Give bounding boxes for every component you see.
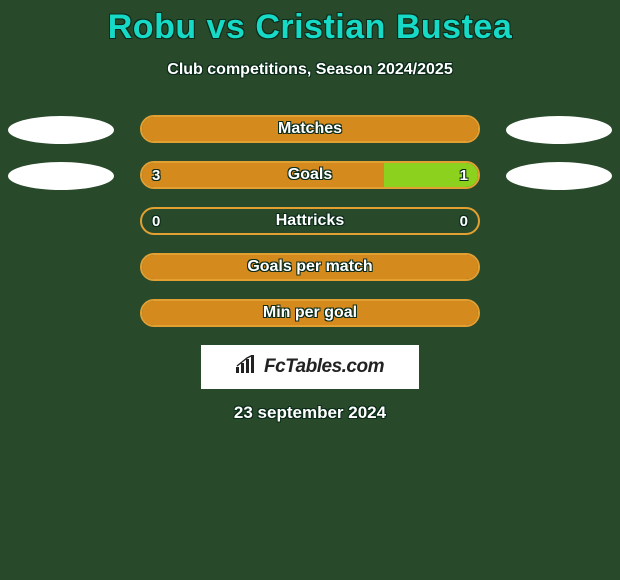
bar-label: Goals per match [142, 255, 478, 279]
bar-label: Hattricks [142, 209, 478, 233]
bar-track: Min per goal [140, 299, 480, 327]
bar-label: Matches [142, 117, 478, 141]
stat-row: Goals per match [0, 253, 620, 283]
logo: FcTables.com [236, 355, 384, 379]
player-left-marker [8, 162, 114, 190]
stat-row: 00Hattricks [0, 207, 620, 237]
page-title: Robu vs Cristian Bustea [0, 0, 620, 47]
bar-track: 31Goals [140, 161, 480, 189]
bar-track: Matches [140, 115, 480, 143]
page-subtitle: Club competitions, Season 2024/2025 [0, 61, 620, 79]
bar-label: Goals [142, 163, 478, 187]
date-label: 23 september 2024 [0, 403, 620, 423]
bar-track: Goals per match [140, 253, 480, 281]
player-left-marker [8, 116, 114, 144]
logo-box: FcTables.com [201, 345, 419, 389]
logo-text: FcTables.com [264, 356, 384, 378]
bar-track: 00Hattricks [140, 207, 480, 235]
stat-row: 31Goals [0, 161, 620, 191]
stat-row: Min per goal [0, 299, 620, 329]
comparison-bars: Matches 31Goals 00Hattricks Goals per match… [0, 115, 620, 329]
chart-bars-icon [236, 355, 258, 379]
player-right-marker [506, 116, 612, 144]
player-right-marker [506, 162, 612, 190]
bar-label: Min per goal [142, 301, 478, 325]
stat-row: Matches [0, 115, 620, 145]
